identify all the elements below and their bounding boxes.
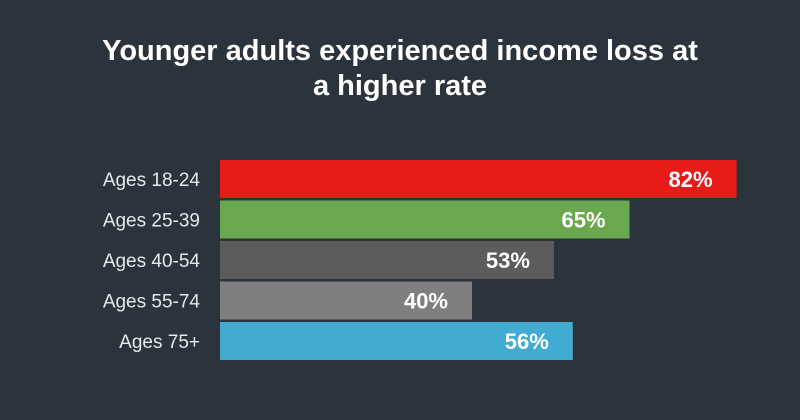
category-label-4: Ages 75+ [119,332,200,353]
bar-3 [220,281,472,320]
bar-2 [220,241,554,279]
value-label-2: 53% [486,248,530,273]
value-label-4: 56% [505,329,549,354]
bar-0 [220,160,737,198]
value-label-3: 40% [404,289,448,314]
chart-title: Younger adults experienced income loss a… [102,35,698,102]
bar-4 [220,322,573,360]
category-label-1: Ages 25-39 [103,211,200,232]
value-label-1: 65% [561,208,605,233]
category-label-0: Ages 18-24 [103,170,201,191]
bar-1 [220,200,630,239]
category-label-2: Ages 40-54 [103,251,201,272]
category-label-3: Ages 55-74 [103,292,201,313]
value-label-0: 82% [669,167,713,192]
